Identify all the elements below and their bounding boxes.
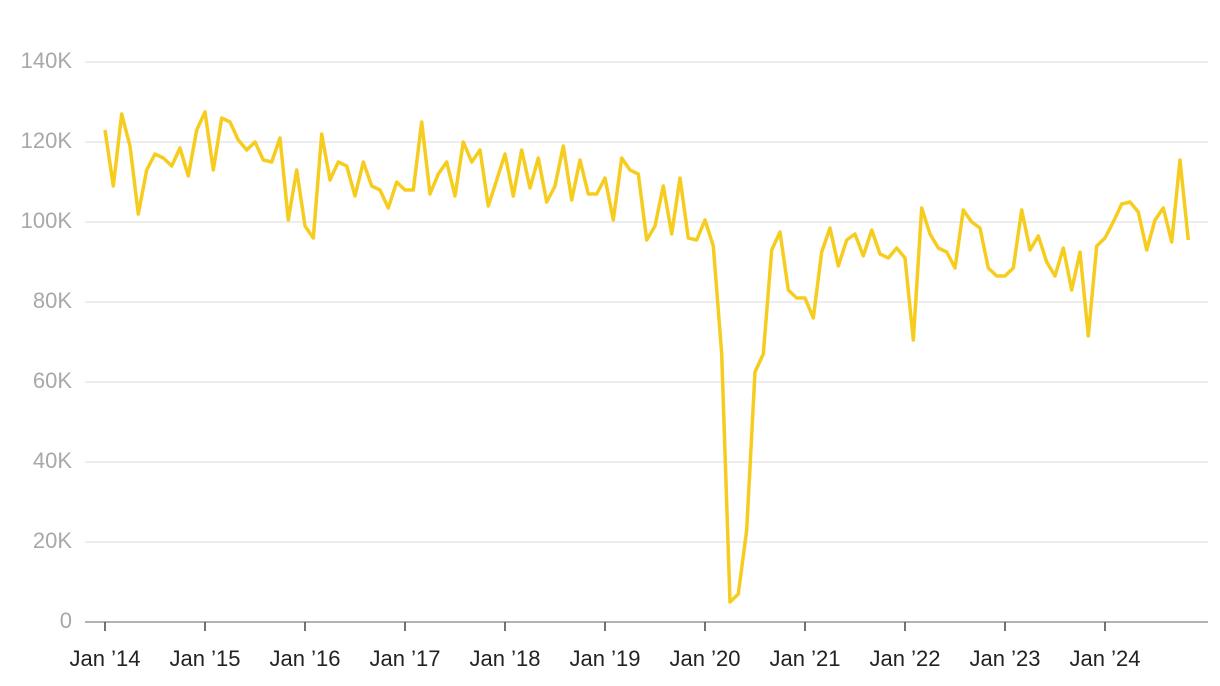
- line-series: [103, 110, 1191, 604]
- x-tick-label: Jan ’23: [970, 646, 1041, 671]
- x-tick-label: Jan ’14: [70, 646, 141, 671]
- y-tick-label: 80K: [33, 288, 72, 313]
- x-tick-label: Jan ’17: [370, 646, 441, 671]
- y-tick-label: 120K: [21, 128, 73, 153]
- x-tick-label: Jan ’21: [770, 646, 841, 671]
- x-tick-label: Jan ’15: [170, 646, 241, 671]
- x-tick-label: Jan ’19: [570, 646, 641, 671]
- y-tick-label: 100K: [21, 208, 73, 233]
- y-tick-label: 60K: [33, 368, 72, 393]
- x-tick-label: Jan ’16: [270, 646, 341, 671]
- y-tick-label: 20K: [33, 528, 72, 553]
- x-tick-label: Jan ’20: [670, 646, 741, 671]
- x-tick-label: Jan ’18: [470, 646, 541, 671]
- y-tick-label: 140K: [21, 48, 73, 73]
- y-tick-label: 40K: [33, 448, 72, 473]
- x-tick-label: Jan ’24: [1070, 646, 1141, 671]
- x-tick-label: Jan ’22: [870, 646, 941, 671]
- y-tick-label: 0: [60, 608, 72, 633]
